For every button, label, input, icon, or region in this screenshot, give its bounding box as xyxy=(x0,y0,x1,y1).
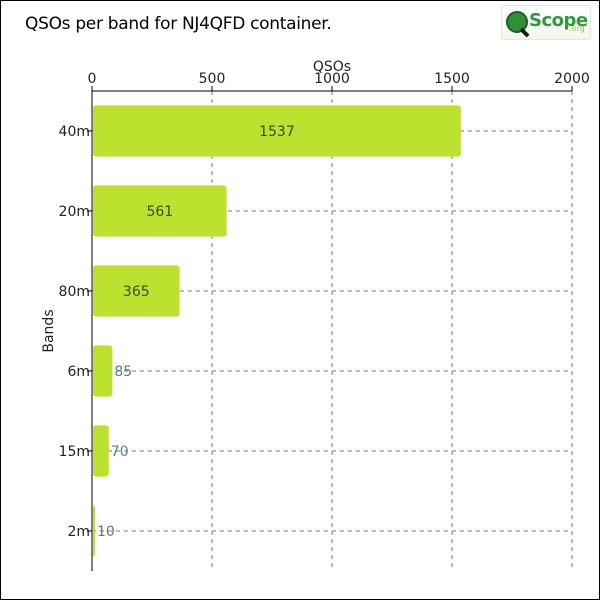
logo-text: Scope xyxy=(529,10,588,31)
y-tick-label: 40m xyxy=(59,124,90,140)
data-label: 10 xyxy=(97,524,115,540)
data-label: 85 xyxy=(114,364,132,380)
qscope-logo: Scope .org xyxy=(501,5,591,40)
y-tick-label: 15m xyxy=(59,444,90,460)
y-tick-label: 80m xyxy=(59,284,90,300)
chart-title: QSOs per band for NJ4QFD container. xyxy=(25,14,332,34)
y-axis-label: Bands xyxy=(41,309,57,352)
y-tick-label: 6m xyxy=(67,364,90,380)
magnifier-icon xyxy=(506,11,528,33)
data-label: 1537 xyxy=(259,124,295,140)
bar-80m xyxy=(93,265,180,317)
x-tick-label: 1000 xyxy=(314,71,350,87)
x-tick-label: 2000 xyxy=(554,71,590,87)
data-label: 70 xyxy=(111,444,129,460)
x-tick-label: 500 xyxy=(199,71,226,87)
x-tick-label: 1500 xyxy=(434,71,470,87)
bar-15m xyxy=(93,425,109,477)
y-tick-label: 2m xyxy=(67,524,90,540)
logo-suffix: .org xyxy=(569,24,585,33)
bar-6m xyxy=(93,345,113,397)
x-axis-label: QSOs xyxy=(313,59,351,75)
bar-20m xyxy=(93,185,227,237)
x-tick-label: 0 xyxy=(88,71,97,87)
y-tick-label: 20m xyxy=(59,204,90,220)
data-label: 561 xyxy=(146,204,173,220)
bar-40m xyxy=(93,105,461,157)
data-label: 365 xyxy=(123,284,150,300)
bar-2m xyxy=(93,505,95,557)
